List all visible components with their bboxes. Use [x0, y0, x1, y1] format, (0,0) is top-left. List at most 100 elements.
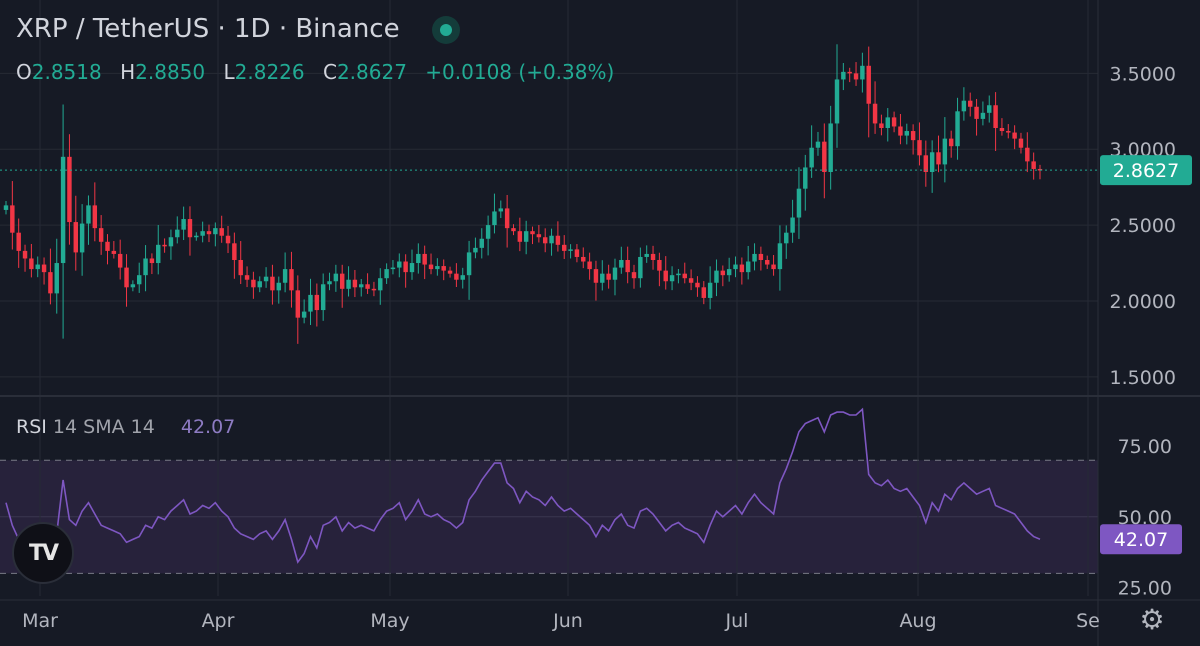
candle-body — [498, 208, 504, 212]
candle-body — [809, 147, 814, 168]
candle-body — [492, 211, 497, 226]
candle-body — [853, 73, 859, 80]
candle-body — [587, 261, 592, 270]
rsi-tick-label: 75.00 — [1118, 436, 1172, 458]
candle-body — [974, 106, 979, 119]
candle-body — [923, 155, 929, 172]
candle-body — [130, 284, 136, 288]
rsi-band-layer — [0, 459, 1098, 574]
candle-body — [98, 228, 104, 242]
candle-body — [232, 243, 237, 260]
candle-body — [346, 279, 351, 289]
candle-body — [720, 270, 726, 276]
candle-body — [143, 258, 148, 276]
time-tick-label: Mar — [22, 610, 58, 632]
candle-body — [365, 284, 370, 289]
candle-body — [454, 273, 459, 280]
candle-body — [987, 105, 992, 113]
candle-body — [714, 270, 719, 283]
candle-body — [536, 234, 542, 238]
candle-body — [422, 253, 427, 265]
candle-body — [339, 273, 345, 289]
price-badge — [1100, 155, 1192, 186]
candle-body — [663, 270, 668, 282]
candle-body — [1018, 138, 1024, 148]
candle-body — [917, 140, 922, 156]
candle-body — [993, 105, 998, 128]
rsi-label: RSI — [16, 416, 47, 438]
candle-body — [1031, 161, 1036, 169]
candle-body — [1006, 131, 1011, 133]
candle-body — [517, 231, 523, 242]
candle-body — [955, 111, 960, 147]
time-tick-label: May — [370, 610, 409, 632]
candle-body — [511, 228, 516, 232]
candle-body — [282, 269, 288, 283]
candle-body — [301, 311, 307, 318]
candle-body — [308, 294, 313, 312]
candle-body — [92, 205, 98, 229]
rsi-legend[interactable]: RSI 14 SMA 14 42.07 — [16, 416, 235, 438]
rsi-line — [5, 407, 1041, 564]
candle-body — [815, 141, 821, 148]
candle-body — [41, 264, 47, 273]
candle-body — [733, 264, 738, 270]
tradingview-logo[interactable]: TV — [12, 522, 74, 584]
close-value: 2.8627 — [336, 60, 407, 84]
candle-body — [688, 278, 694, 283]
candle-body — [879, 123, 884, 128]
candle-body — [35, 264, 40, 270]
change-value: +0.0108 (+0.38%) — [425, 60, 615, 84]
candle-body — [555, 235, 561, 245]
candle-body — [390, 267, 396, 270]
candle-body — [841, 71, 846, 80]
candle-body — [314, 294, 320, 311]
candle-body — [999, 128, 1005, 132]
candle-body — [777, 243, 783, 270]
candle-body — [803, 167, 808, 189]
candle-body — [606, 273, 611, 280]
candle-body — [460, 275, 465, 280]
candle-body — [29, 258, 34, 270]
candle-body — [168, 237, 174, 247]
candle-body — [403, 261, 408, 273]
time-tick-label: Jun — [552, 610, 583, 632]
rsi-badge — [1100, 524, 1182, 555]
candle-body — [549, 235, 554, 244]
candle-body — [10, 205, 15, 233]
candle-body — [784, 232, 789, 244]
rsi-badge-label: 42.07 — [1114, 529, 1168, 551]
open-label: O — [16, 60, 32, 84]
candle-body — [752, 253, 757, 262]
candle-body — [530, 231, 535, 235]
candle-body — [860, 65, 865, 80]
time-tick-label: Aug — [899, 610, 936, 632]
gear-icon[interactable]: ⚙ — [1139, 603, 1165, 636]
candle-body — [149, 258, 155, 264]
time-tick-label: Apr — [202, 610, 235, 632]
candle-body — [111, 250, 117, 254]
candle-body — [790, 217, 795, 233]
candle-body — [181, 219, 186, 230]
candle-body — [276, 282, 281, 291]
candle-body — [416, 253, 421, 264]
candle-body — [891, 117, 897, 127]
symbol-title[interactable]: XRP / TetherUS · 1D · Binance — [16, 14, 400, 44]
candle-body — [225, 235, 231, 244]
candle-body — [105, 241, 110, 251]
candle-body — [695, 282, 700, 288]
open-value: 2.8518 — [31, 60, 102, 84]
candle-body — [295, 290, 301, 318]
candle-body — [16, 232, 21, 251]
candle-body — [206, 231, 212, 235]
candle-body — [1025, 147, 1030, 162]
price-tick-label: 3.5000 — [1110, 63, 1176, 85]
candle-body — [67, 156, 72, 223]
candle-body — [523, 231, 529, 242]
candle-body — [86, 205, 91, 224]
candle-body — [739, 264, 745, 273]
candle-body — [441, 266, 446, 271]
candle-body — [22, 250, 28, 259]
